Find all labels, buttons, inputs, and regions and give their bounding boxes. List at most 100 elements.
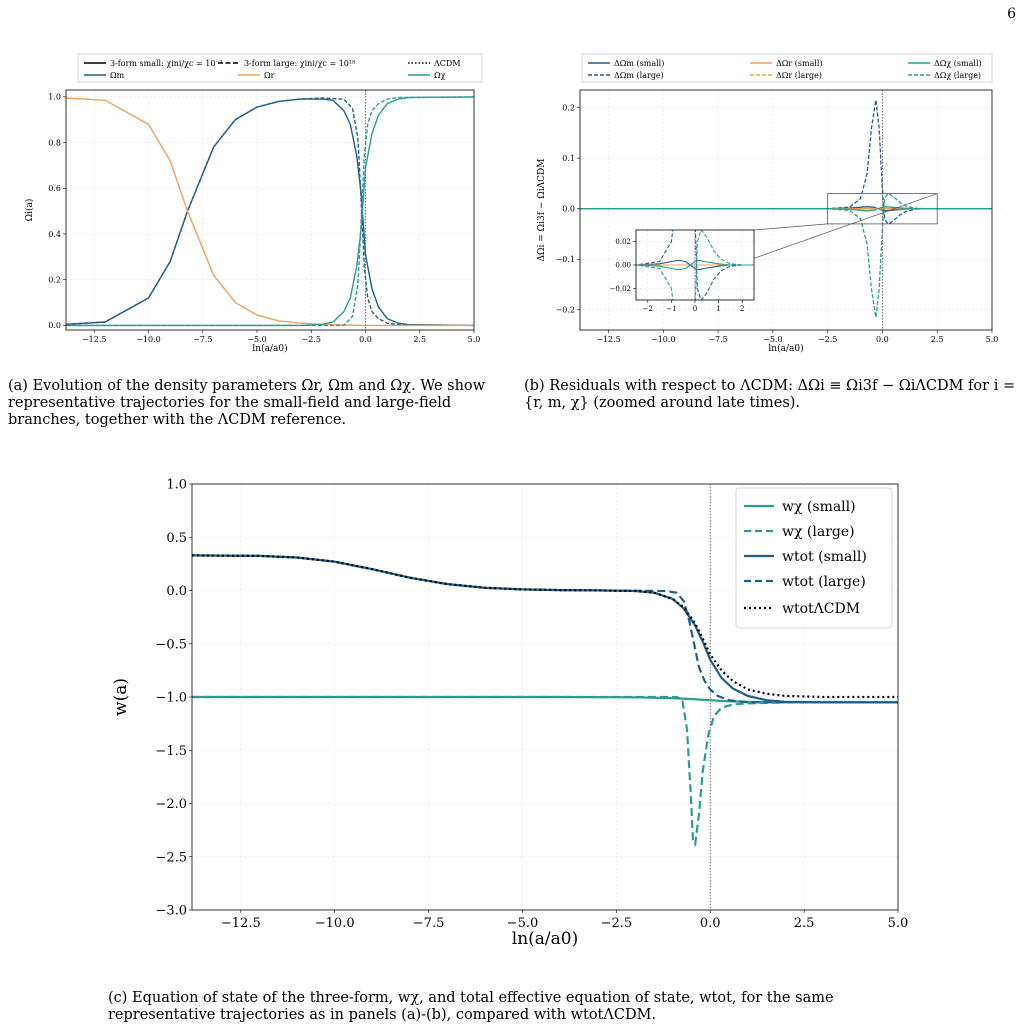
plot-frame (65, 89, 475, 331)
legend-c-wchi-large: wχ (large) (782, 524, 855, 540)
x-tick-label: 2.5 (794, 916, 815, 931)
y-tick-label: −2.5 (155, 850, 187, 865)
series-line (66, 97, 474, 327)
page-number: 6 (1007, 6, 1016, 22)
legend-a-large: 3-form large: χini/χc = 10¹⁸ (244, 59, 355, 68)
y-tick-label: −0.2 (556, 306, 575, 315)
y-tick-label: 0.00 (615, 261, 631, 269)
series-line (66, 96, 474, 327)
legend-a-small: 3-form small: χini/χc = 10⁻¹ (110, 59, 223, 68)
x-tick-label: −5.0 (507, 916, 539, 931)
series-line (66, 96, 474, 327)
y-tick-label: 0.0 (562, 205, 575, 214)
legend-a-lcdm: ΛCDM (433, 59, 461, 68)
y-tick-label: 0.2 (562, 103, 575, 112)
y-tick-label: −0.1 (556, 255, 575, 264)
x-tick-label: 0.0 (876, 335, 889, 344)
y-tick-label: −3.0 (155, 904, 187, 919)
x-tick-label: 2.5 (931, 335, 944, 344)
x-tick-label: 5.0 (888, 916, 909, 931)
y-tick-label: 1.0 (48, 93, 61, 102)
series-line (192, 554, 898, 704)
figure-panel-c: −12.5 −10.0 −7.5 −5.0 −2.5 0.0 2.5 5.0 1.0 0.5 0.0… (111, 478, 908, 949)
panel-b-legend: ΔΩm (small) ΔΩm (large) ΔΩr (small) ΔΩr … (581, 53, 993, 83)
legend-b-dr-large: ΔΩr (large) (776, 71, 822, 80)
y-tick-label: 0.1 (562, 154, 575, 163)
x-tick-label: 5.0 (986, 335, 999, 344)
x-tick-label: 2 (740, 305, 744, 313)
figure-panel-b: ΔΩm (small) ΔΩm (large) ΔΩr (small) ΔΩr … (537, 53, 999, 354)
x-tick-label: 0.0 (700, 916, 721, 931)
series-group (192, 554, 898, 847)
series-line (192, 554, 898, 699)
series-group (580, 99, 992, 318)
zoom-box (827, 193, 938, 225)
legend-c-wtot-large: wtot (large) (782, 574, 866, 590)
legend-a-or: Ωr (264, 71, 275, 80)
legend-b-dm-large: ΔΩm (large) (614, 71, 664, 80)
legend-b-dchi-small: ΔΩχ (small) (934, 59, 982, 68)
series-group (66, 96, 474, 327)
x-axis-label: ln(a/a0) (512, 929, 578, 949)
y-axis-label: ΔΩi = Ωi3f − ΩiΛCDM (537, 159, 547, 262)
caption-b: (b) Residuals with respect to ΛCDM: ΔΩi … (524, 378, 1016, 411)
y-tick-label: −1.5 (155, 744, 187, 759)
series-line (66, 97, 474, 327)
panel-c-legend: wχ (small) wχ (large) wtot (small) wtot … (735, 487, 893, 629)
inset-plot: −2 −1 0 1 2 −0.02 0.00 0.02 (610, 229, 755, 313)
y-tick-label: 0.0 (48, 321, 61, 330)
legend-b-dm-small: ΔΩm (small) (614, 59, 664, 68)
x-tick-label: −10.0 (136, 335, 161, 344)
panel-b-plot: −12.5 −10.0 −7.5 −5.0 −2.5 0.0 2.5 5.0−0.2−0.10… (537, 89, 999, 354)
panel-a-plot: −12.5 −10.0 −7.5 −5.0 −2.5 0.0 2.5 5.0 0.0 0.2 0.4… (24, 89, 481, 354)
x-tick-label: −5.0 (763, 335, 782, 344)
x-tick-label: 0.0 (359, 335, 372, 344)
x-tick-label: −7.5 (413, 916, 445, 931)
y-tick-label: −0.02 (610, 285, 631, 293)
y-tick-label: 1.0 (166, 478, 187, 493)
x-tick-label: 1 (716, 305, 720, 313)
x-tick-label: −1 (666, 305, 676, 313)
figure-panel-a: 3-form small: χini/χc = 10⁻¹ 3-form larg… (24, 53, 483, 354)
legend-b-dr-small: ΔΩr (small) (776, 59, 823, 68)
series-line (580, 192, 992, 318)
series-line (66, 98, 474, 327)
legend-b-dchi-large: ΔΩχ (large) (934, 71, 981, 80)
x-tick-label: −12.5 (82, 335, 107, 344)
legend-c-wchi-small: wχ (small) (782, 499, 856, 515)
x-tick-label: −2.5 (601, 916, 633, 931)
legend-a-om: Ωm (110, 71, 125, 80)
x-axis-label: ln(a/a0) (252, 343, 287, 354)
x-axis-label: ln(a/a0) (768, 343, 803, 354)
x-tick-label: −2 (643, 305, 653, 313)
y-tick-label: 0.4 (48, 230, 61, 239)
x-tick-label: −2.5 (818, 335, 837, 344)
panel-c-plot: −12.5 −10.0 −7.5 −5.0 −2.5 0.0 2.5 5.0 1.0 0.5 0.0… (111, 478, 908, 949)
x-tick-label: −10.0 (651, 335, 676, 344)
series-group (636, 230, 754, 300)
y-tick-label: −1.0 (155, 691, 187, 706)
y-tick-label: 0.2 (48, 276, 61, 285)
series-line (580, 99, 992, 225)
x-tick-label: −2.5 (302, 335, 321, 344)
x-tick-label: 0 (693, 305, 697, 313)
x-tick-label: 2.5 (413, 335, 426, 344)
series-line (192, 695, 898, 847)
caption-c: (c) Equation of state of the three-form,… (108, 990, 834, 1023)
x-tick-label: −12.5 (596, 335, 621, 344)
zoom-connector (753, 223, 828, 231)
y-axis-label: w(a) (111, 678, 131, 716)
y-tick-label: 0.8 (48, 138, 61, 147)
legend-c-wtot-lcdm: wtotΛCDM (782, 601, 860, 617)
y-tick-label: −2.0 (155, 797, 187, 812)
y-tick-label: 0.02 (615, 238, 631, 246)
x-tick-label: −7.5 (708, 335, 727, 344)
panel-a-legend: 3-form small: χini/χc = 10⁻¹ 3-form larg… (77, 53, 483, 83)
y-tick-label: −0.5 (155, 637, 187, 652)
x-tick-label: 5.0 (468, 335, 481, 344)
legend-a-ochi: Ωχ (434, 71, 446, 80)
y-tick-label: 0.6 (48, 184, 61, 193)
plot-frame (635, 229, 755, 301)
series-line (580, 206, 992, 212)
x-tick-label: −10.0 (315, 916, 355, 931)
